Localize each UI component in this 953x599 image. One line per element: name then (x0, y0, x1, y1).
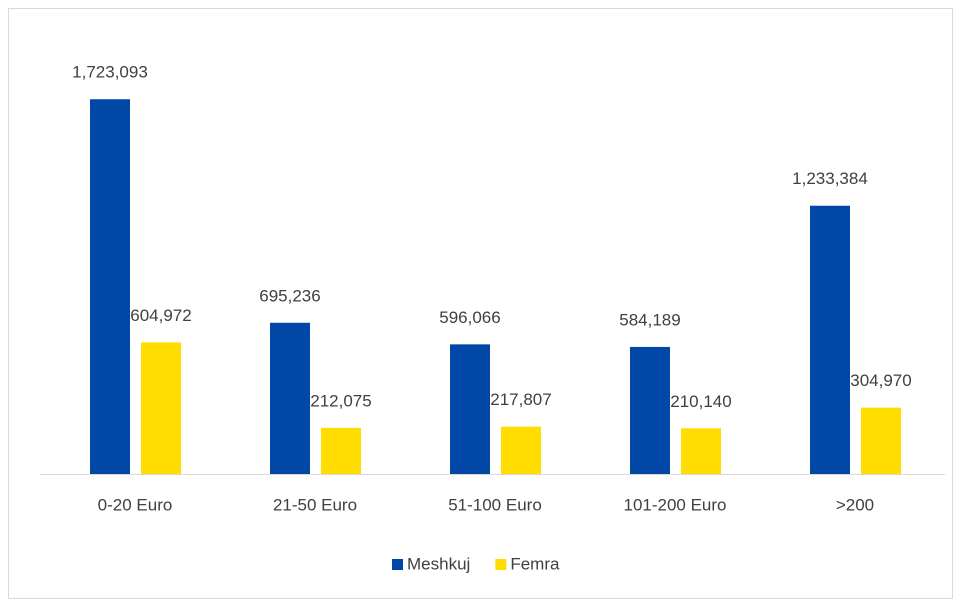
bar (90, 99, 130, 475)
x-tick-label: 0-20 Euro (98, 495, 173, 514)
bar (270, 322, 310, 474)
x-tick-label: >200 (836, 495, 874, 514)
bar (141, 342, 181, 474)
data-label: 304,970 (850, 371, 911, 390)
data-label: 212,075 (310, 391, 371, 410)
bar (630, 346, 670, 474)
data-label: 217,807 (490, 390, 551, 409)
data-label: 596,066 (439, 308, 500, 327)
bar (501, 426, 541, 474)
bar (450, 344, 490, 474)
x-tick-label: 21-50 Euro (273, 495, 357, 514)
bar (861, 407, 901, 474)
chart-border (8, 8, 953, 599)
data-label: 604,972 (130, 306, 191, 325)
legend-label: Femra (510, 554, 560, 573)
x-tick-label: 51-100 Euro (448, 495, 542, 514)
legend-swatch (495, 559, 507, 570)
data-label: 695,236 (259, 286, 320, 305)
data-label: 1,723,093 (72, 63, 148, 82)
bar (810, 205, 850, 474)
data-label: 584,189 (619, 310, 680, 329)
x-tick-label: 101-200 Euro (623, 495, 726, 514)
bar (681, 428, 721, 474)
bar (321, 427, 361, 474)
legend-swatch (392, 559, 403, 570)
data-label: 210,140 (670, 392, 731, 411)
data-label: 1,233,384 (792, 169, 868, 188)
legend-label: Meshkuj (407, 554, 470, 573)
